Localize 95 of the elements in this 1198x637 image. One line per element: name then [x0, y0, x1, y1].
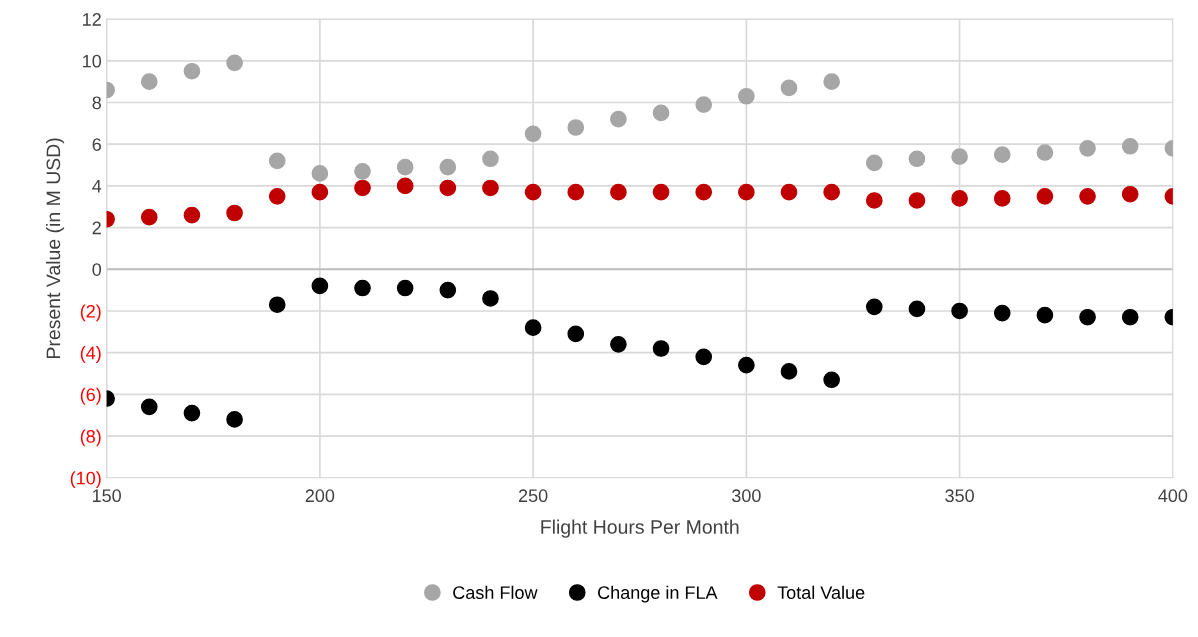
- point: [823, 183, 840, 201]
- point: [183, 404, 201, 422]
- point: [1036, 144, 1054, 161]
- point: [354, 179, 371, 197]
- point: [1079, 187, 1096, 205]
- y-tick-label: 0: [92, 263, 102, 276]
- point: [140, 208, 158, 226]
- point: [780, 183, 798, 201]
- y-tick-label: 2: [92, 221, 101, 235]
- point: [268, 296, 286, 314]
- point: [524, 319, 542, 336]
- x-tick-label: 300: [731, 489, 761, 503]
- point: [311, 277, 329, 295]
- point: [311, 183, 329, 201]
- point: [396, 279, 414, 297]
- point: [226, 54, 243, 72]
- point: [865, 192, 883, 209]
- point: [268, 152, 286, 170]
- point: [311, 165, 329, 182]
- point: [354, 162, 371, 180]
- point: [652, 183, 670, 201]
- point: [183, 62, 201, 80]
- point: [226, 411, 243, 428]
- point: [226, 204, 243, 222]
- legend-label: Change in FLA: [598, 585, 718, 603]
- point: [908, 192, 926, 209]
- point: [524, 183, 542, 201]
- y-tick-label: 8: [92, 96, 101, 110]
- y-tick-label: 10: [83, 54, 102, 68]
- point: [908, 300, 926, 318]
- x-tick-label: 200: [305, 489, 335, 503]
- point: [823, 371, 840, 389]
- y-tick-label: (8): [80, 429, 101, 447]
- point: [439, 281, 457, 299]
- x-tick-label: 350: [945, 489, 974, 503]
- point: [567, 119, 585, 136]
- point: [396, 177, 414, 195]
- point: [993, 304, 1011, 322]
- point: [183, 206, 201, 224]
- point: [993, 146, 1011, 163]
- point: [652, 340, 670, 357]
- point: [1079, 140, 1096, 157]
- point: [1121, 308, 1139, 326]
- y-tick-label: 4: [92, 180, 102, 193]
- point: [439, 179, 457, 197]
- y-tick-label: (10): [70, 471, 101, 489]
- x-tick-label: 250: [518, 489, 548, 503]
- x-tick-label: 400: [1158, 489, 1188, 503]
- point: [1036, 306, 1054, 324]
- legend-label: Total Value: [777, 585, 865, 599]
- y-tick-label: 12: [83, 13, 101, 26]
- point: [482, 150, 499, 168]
- point: [695, 183, 713, 201]
- point: [865, 298, 883, 316]
- y-tick-label: 6: [92, 138, 101, 151]
- point: [610, 110, 627, 128]
- point: [1121, 185, 1139, 203]
- point: [482, 179, 499, 197]
- point: [140, 398, 158, 416]
- point: [738, 356, 755, 374]
- point: [951, 190, 968, 207]
- point: [567, 325, 585, 343]
- point: [1036, 187, 1054, 205]
- point: [951, 302, 968, 320]
- point: [268, 187, 286, 205]
- y-tick-label: (2): [80, 304, 101, 322]
- x-tick-label: 150: [92, 489, 121, 503]
- point: [439, 158, 457, 176]
- point: [695, 96, 713, 113]
- point: [780, 363, 798, 380]
- point: [738, 183, 755, 201]
- point: [396, 158, 414, 176]
- point: [652, 104, 670, 122]
- point: [865, 154, 883, 172]
- y-tick-label: (6): [80, 387, 101, 405]
- point: [610, 335, 627, 353]
- point: [695, 348, 713, 366]
- point: [993, 190, 1011, 207]
- point: [908, 150, 926, 168]
- point: [1121, 137, 1139, 155]
- point: [482, 290, 499, 307]
- point: [567, 183, 585, 201]
- y-tick-label: (4): [80, 346, 101, 363]
- point: [140, 73, 158, 90]
- x-axis-title: Flight Hours Per Month: [541, 519, 739, 538]
- y-axis-title: Present Value (in M USD): [45, 138, 65, 358]
- point: [951, 148, 968, 166]
- legend-label: Cash Flow: [453, 585, 538, 599]
- point: [524, 125, 542, 143]
- point: [738, 87, 755, 105]
- point: [610, 183, 627, 201]
- point: [823, 73, 840, 90]
- point: [1079, 308, 1096, 326]
- point: [780, 79, 798, 97]
- point: [354, 279, 371, 297]
